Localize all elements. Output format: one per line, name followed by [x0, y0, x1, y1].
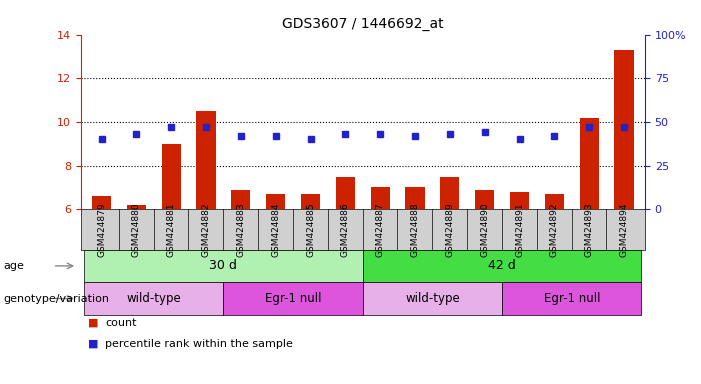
Text: percentile rank within the sample: percentile rank within the sample	[105, 339, 293, 349]
Bar	[510, 192, 529, 209]
Text: count: count	[105, 318, 137, 328]
Bar	[615, 50, 634, 209]
Text: Egr-1 null: Egr-1 null	[265, 292, 321, 305]
Bar	[545, 194, 564, 209]
Text: GSM424890: GSM424890	[480, 202, 489, 257]
Text: GSM424888: GSM424888	[411, 202, 419, 257]
Bar	[231, 190, 250, 209]
Text: GSM424889: GSM424889	[445, 202, 454, 257]
Text: GSM424893: GSM424893	[585, 202, 594, 257]
Text: GSM424894: GSM424894	[620, 202, 629, 257]
Text: wild-type: wild-type	[405, 292, 460, 305]
Bar	[162, 144, 181, 209]
Text: Egr-1 null: Egr-1 null	[543, 292, 600, 305]
Bar	[405, 187, 425, 209]
Bar	[92, 196, 111, 209]
Text: wild-type: wild-type	[126, 292, 181, 305]
Text: GSM424882: GSM424882	[201, 202, 210, 257]
Text: age: age	[4, 261, 25, 271]
Bar	[475, 190, 494, 209]
Text: GSM424881: GSM424881	[167, 202, 176, 257]
Bar	[336, 177, 355, 209]
Bar	[196, 111, 216, 209]
Text: GSM424887: GSM424887	[376, 202, 385, 257]
Text: GSM424879: GSM424879	[97, 202, 106, 257]
Bar	[580, 118, 599, 209]
Bar	[266, 194, 285, 209]
Title: GDS3607 / 1446692_at: GDS3607 / 1446692_at	[282, 17, 444, 31]
Text: GSM424880: GSM424880	[132, 202, 141, 257]
Text: ■: ■	[88, 318, 98, 328]
Text: ■: ■	[88, 339, 98, 349]
Bar	[301, 194, 320, 209]
Text: GSM424892: GSM424892	[550, 202, 559, 257]
Text: GSM424891: GSM424891	[515, 202, 524, 257]
Bar	[127, 205, 146, 209]
Text: 30 d: 30 d	[210, 260, 238, 272]
Text: 42 d: 42 d	[488, 260, 516, 272]
Text: GSM424886: GSM424886	[341, 202, 350, 257]
Text: GSM424883: GSM424883	[236, 202, 245, 257]
Bar	[440, 177, 459, 209]
Bar	[371, 187, 390, 209]
Text: GSM424885: GSM424885	[306, 202, 315, 257]
Text: genotype/variation: genotype/variation	[4, 293, 109, 304]
Text: GSM424884: GSM424884	[271, 202, 280, 257]
